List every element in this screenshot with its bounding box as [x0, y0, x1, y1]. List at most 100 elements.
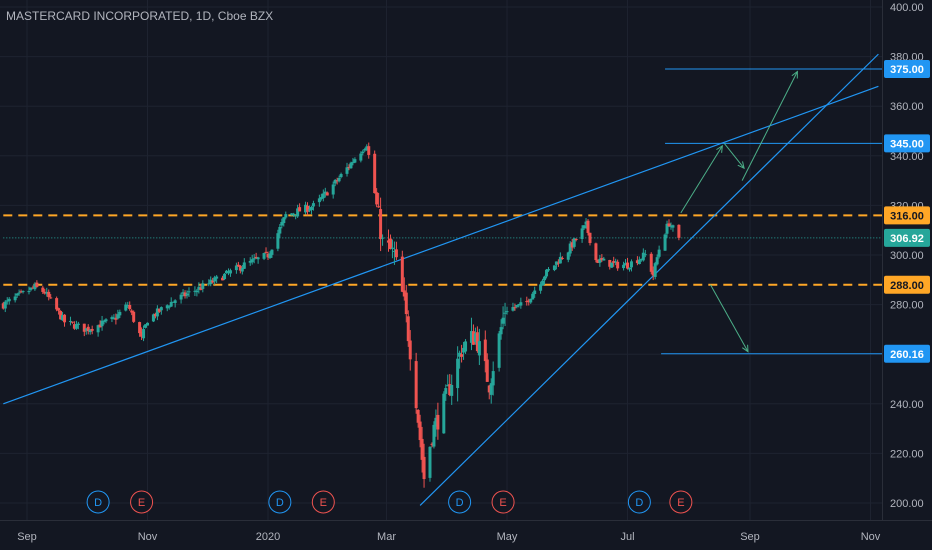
candle-body	[298, 207, 302, 212]
candle-body	[485, 359, 489, 382]
candle-body	[278, 226, 282, 234]
event-circle	[448, 490, 472, 514]
candle-body	[84, 328, 88, 331]
candle-body	[153, 313, 157, 317]
candle-body	[491, 371, 495, 386]
candle-body	[598, 258, 602, 263]
candle-body	[665, 223, 669, 234]
candle-body	[140, 331, 144, 337]
event-circle	[311, 490, 335, 514]
x-tick-label: Sep	[17, 531, 37, 543]
price-label: 260.16	[890, 349, 924, 361]
earnings-marker[interactable]: E	[491, 490, 515, 514]
x-tick-label: Nov	[138, 531, 158, 543]
candle-body	[98, 324, 102, 328]
price-label-box	[884, 275, 930, 294]
candle-body	[572, 238, 576, 247]
candle-body	[353, 159, 357, 163]
candle-body	[45, 291, 49, 294]
earnings-marker[interactable]: E	[311, 490, 335, 514]
candle-body	[74, 324, 78, 329]
projection-arrow	[680, 145, 723, 214]
price-label: 345.00	[890, 138, 924, 150]
candle-body	[296, 208, 300, 217]
candle-body	[377, 206, 381, 208]
candle-body	[49, 297, 53, 299]
candle-body	[570, 242, 574, 248]
candle-body	[387, 240, 390, 243]
candle-body	[138, 322, 142, 334]
candle-body	[304, 204, 308, 213]
candle-body	[594, 243, 598, 261]
y-tick-label: 360.00	[890, 101, 924, 113]
candle-body	[612, 261, 616, 263]
candle-body	[641, 252, 645, 261]
earnings-marker[interactable]: E	[669, 490, 693, 514]
event-circle	[627, 490, 651, 514]
candle-body	[379, 209, 383, 240]
candle-body	[519, 302, 523, 306]
candle-body	[365, 146, 369, 151]
time-axis[interactable]: Sep Nov 2020 Mar May Jul Sep Nov	[0, 520, 932, 544]
y-tick-label: 340.00	[890, 151, 924, 163]
y-tick-label: 220.00	[890, 448, 924, 460]
earnings-marker[interactable]: E	[130, 490, 154, 514]
candle-body	[610, 262, 614, 268]
dividend-marker[interactable]: D	[268, 490, 292, 514]
price-label: 306.92	[890, 233, 924, 245]
candle-body	[268, 253, 272, 258]
candle-body	[124, 304, 128, 311]
event-label: D	[456, 497, 464, 509]
candle-body	[359, 153, 363, 161]
candle-body	[566, 252, 570, 260]
candle-body	[264, 251, 268, 253]
candle-body	[351, 162, 355, 164]
candle-body	[394, 249, 398, 258]
candle-body	[574, 239, 578, 241]
candle-body	[201, 283, 205, 289]
candle-body	[142, 329, 146, 339]
candle-body	[408, 340, 412, 360]
event-label: D	[635, 497, 643, 509]
candle-body	[236, 264, 240, 267]
event-circle	[268, 490, 292, 514]
candle-body	[104, 319, 108, 322]
dividend-marker[interactable]: D	[627, 490, 651, 514]
candle-body	[151, 314, 155, 322]
candle-body	[254, 256, 258, 259]
candle-body	[126, 305, 130, 307]
candle-body	[596, 259, 600, 263]
event-label: D	[276, 497, 284, 509]
candle-body	[446, 385, 450, 387]
event-circle	[130, 490, 154, 514]
candle-body	[72, 324, 76, 329]
x-tick-label: Sep	[740, 531, 760, 543]
candle-body	[434, 417, 438, 427]
candle-body	[458, 352, 462, 357]
candle-body	[643, 254, 647, 256]
dividend-marker[interactable]: D	[86, 490, 110, 514]
candle-body	[59, 310, 63, 320]
candle-body	[436, 414, 440, 430]
candle-body	[657, 249, 661, 257]
dividend-marker[interactable]: D	[448, 490, 472, 514]
candle-body	[100, 320, 104, 327]
candle-body	[339, 174, 343, 178]
candle-body	[527, 300, 531, 303]
candle-body	[588, 232, 592, 243]
level-lines	[3, 68, 882, 355]
candle-body	[608, 259, 612, 267]
candle-body	[547, 269, 551, 271]
candle-body	[400, 256, 404, 292]
candle-body	[132, 311, 136, 322]
candle-body	[96, 325, 100, 333]
candle-body	[35, 282, 39, 287]
candle-body	[309, 207, 313, 211]
candle-body	[450, 384, 454, 396]
candlesticks	[1, 142, 681, 488]
candle-body	[430, 443, 434, 445]
candle-body	[193, 290, 197, 292]
candle-body	[554, 261, 558, 265]
x-tick-label: Nov	[861, 531, 881, 543]
